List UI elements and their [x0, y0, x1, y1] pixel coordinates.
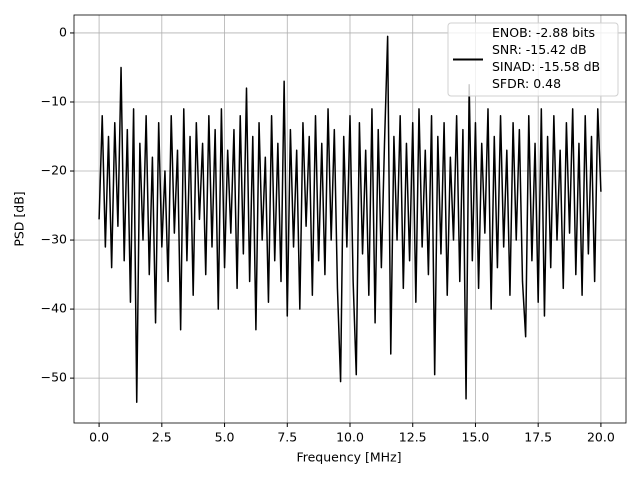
x-tick-label: 2.5 — [152, 430, 172, 445]
y-axis-label: PSD [dB] — [12, 191, 27, 246]
x-tick-label: 7.5 — [277, 430, 297, 445]
y-tick-label: −50 — [41, 370, 67, 385]
y-tick-label: −30 — [41, 232, 67, 247]
legend-box — [447, 22, 619, 97]
x-tick-label: 12.5 — [399, 430, 427, 445]
plot-frame — [73, 14, 627, 424]
legend-line: ENOB: -2.88 bits — [492, 25, 595, 40]
x-tick-label: 10.0 — [336, 430, 364, 445]
x-axis-label: Frequency [MHz] — [296, 450, 401, 465]
y-tick-label: 0 — [59, 24, 67, 39]
legend-line: SFDR: 0.48 — [492, 76, 561, 91]
y-tick-label: −40 — [41, 301, 67, 316]
x-tick-label: 0.0 — [89, 430, 109, 445]
x-tick-label: 15.0 — [462, 430, 490, 445]
legend-line: SINAD: -15.58 dB — [492, 59, 600, 74]
data-line — [98, 35, 602, 404]
y-tick-label: −20 — [41, 163, 67, 178]
legend-line: SNR: -15.42 dB — [492, 42, 587, 57]
x-tick-label: 20.0 — [587, 430, 615, 445]
x-tick-label: 17.5 — [524, 430, 552, 445]
y-tick-label: −10 — [41, 93, 67, 108]
x-tick-label: 5.0 — [215, 430, 235, 445]
legend-label: ENOB: -2.88 bits SNR: -15.42 dB SINAD: -15… — [492, 25, 600, 91]
